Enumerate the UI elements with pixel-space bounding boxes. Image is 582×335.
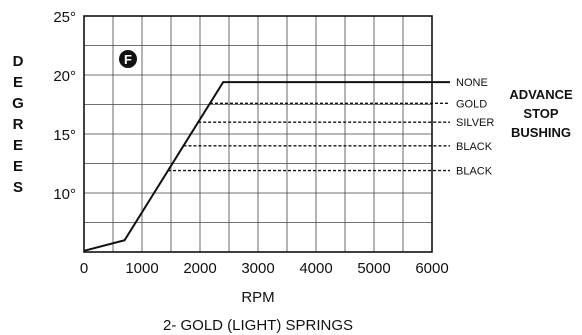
y-axis-label-letter: D [13, 53, 24, 70]
y-tick-label: 15° [53, 127, 76, 144]
bushing-label-line: BUSHING [511, 125, 571, 140]
bushing-label-line: ADVANCE [509, 87, 573, 102]
badge-f-icon: F [119, 50, 137, 68]
advance-stop-lines: NONE GOLD SILVER BLACK BLACK [168, 77, 494, 178]
x-tick-label: 0 [80, 260, 88, 277]
y-axis-label-letter: E [13, 137, 23, 154]
stop-label-black: BLACK [456, 141, 493, 153]
stop-label-black: BLACK [456, 166, 493, 178]
stop-label-gold: GOLD [456, 98, 487, 110]
y-axis-label-letter: R [13, 116, 24, 133]
y-tick-label: 20° [53, 68, 76, 85]
x-tick-label: 3000 [241, 260, 274, 277]
y-tick-label: 10° [53, 186, 76, 203]
badge-letter: F [124, 52, 132, 67]
stop-label-none: NONE [456, 77, 488, 89]
x-tick-label: 4000 [299, 260, 332, 277]
advance-stop-bushing-label: ADVANCE STOP BUSHING [509, 87, 573, 140]
y-tick-label: 25° [53, 9, 76, 26]
y-axis-label-letter: G [12, 95, 24, 112]
x-tick-label: 1000 [125, 260, 158, 277]
x-tick-label: 2000 [183, 260, 216, 277]
x-tick-label: 5000 [357, 260, 390, 277]
x-axis-label: RPM [241, 289, 274, 306]
y-tick-labels: 10° 15° 20° 25° [53, 9, 76, 203]
y-axis-label-letter: E [13, 158, 23, 175]
x-tick-labels: 0 1000 2000 3000 4000 5000 6000 [80, 260, 449, 277]
x-tick-label: 6000 [415, 260, 448, 277]
bushing-label-line: STOP [523, 106, 558, 121]
y-axis-label-letter: S [13, 179, 23, 196]
y-axis-label-letter: E [13, 74, 23, 91]
advance-curve-line [83, 81, 432, 252]
stop-label-silver: SILVER [456, 117, 494, 129]
plot-frame [83, 15, 433, 253]
chart-caption: 2- GOLD (LIGHT) SPRINGS [163, 317, 353, 334]
chart-grid [84, 16, 432, 252]
